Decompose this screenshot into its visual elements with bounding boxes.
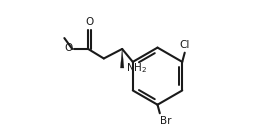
Text: O: O bbox=[64, 43, 72, 53]
Polygon shape bbox=[121, 49, 124, 68]
Text: Br: Br bbox=[161, 116, 172, 126]
Text: O: O bbox=[85, 16, 94, 27]
Text: NH$_2$: NH$_2$ bbox=[125, 61, 147, 75]
Text: Cl: Cl bbox=[179, 40, 190, 50]
